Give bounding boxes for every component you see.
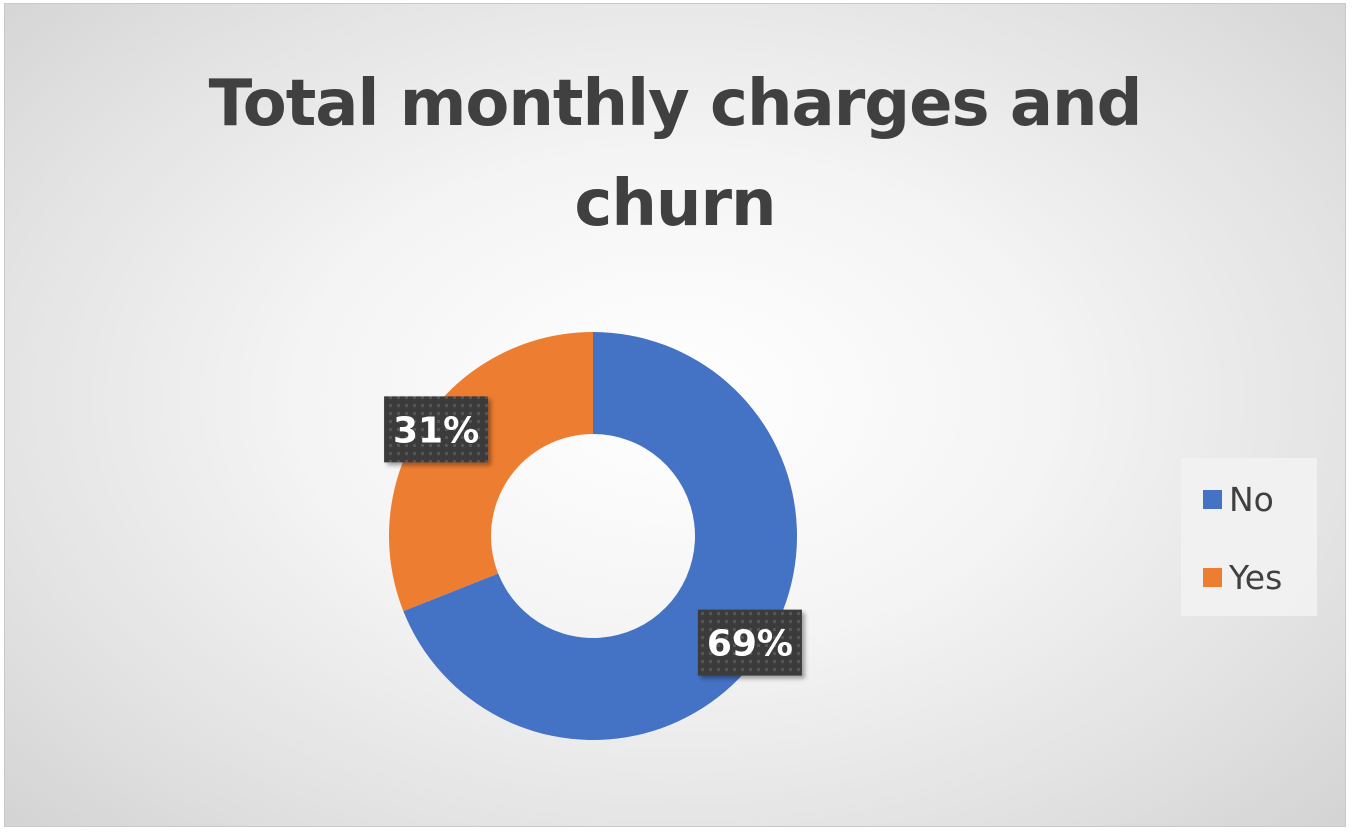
donut-chart: 69% 31% <box>384 332 802 740</box>
data-label-box <box>384 396 489 463</box>
data-label-yes: 31% <box>384 396 489 463</box>
legend-swatch-no <box>1203 489 1222 509</box>
chart-title-line-2: churn <box>574 167 776 241</box>
legend-label-no: No <box>1229 479 1274 519</box>
data-label-text: 69% <box>707 624 793 665</box>
donut-slice-yes <box>388 332 593 612</box>
legend-swatch-yes <box>1203 567 1222 587</box>
legend-item-no: No <box>1203 479 1274 519</box>
chart-area: Total monthly charges and churn 69% 31% N… <box>4 3 1346 827</box>
chart-title-line-1: Total monthly charges and <box>208 67 1143 141</box>
legend-item-yes: Yes <box>1203 557 1282 597</box>
data-label-box <box>697 609 802 676</box>
data-label-text: 31% <box>393 410 479 451</box>
legend-label-yes: Yes <box>1229 557 1283 597</box>
chart-title: Total monthly charges and churn <box>5 54 1345 254</box>
legend: No Yes <box>1181 458 1317 616</box>
data-label-no: 69% <box>697 609 802 676</box>
